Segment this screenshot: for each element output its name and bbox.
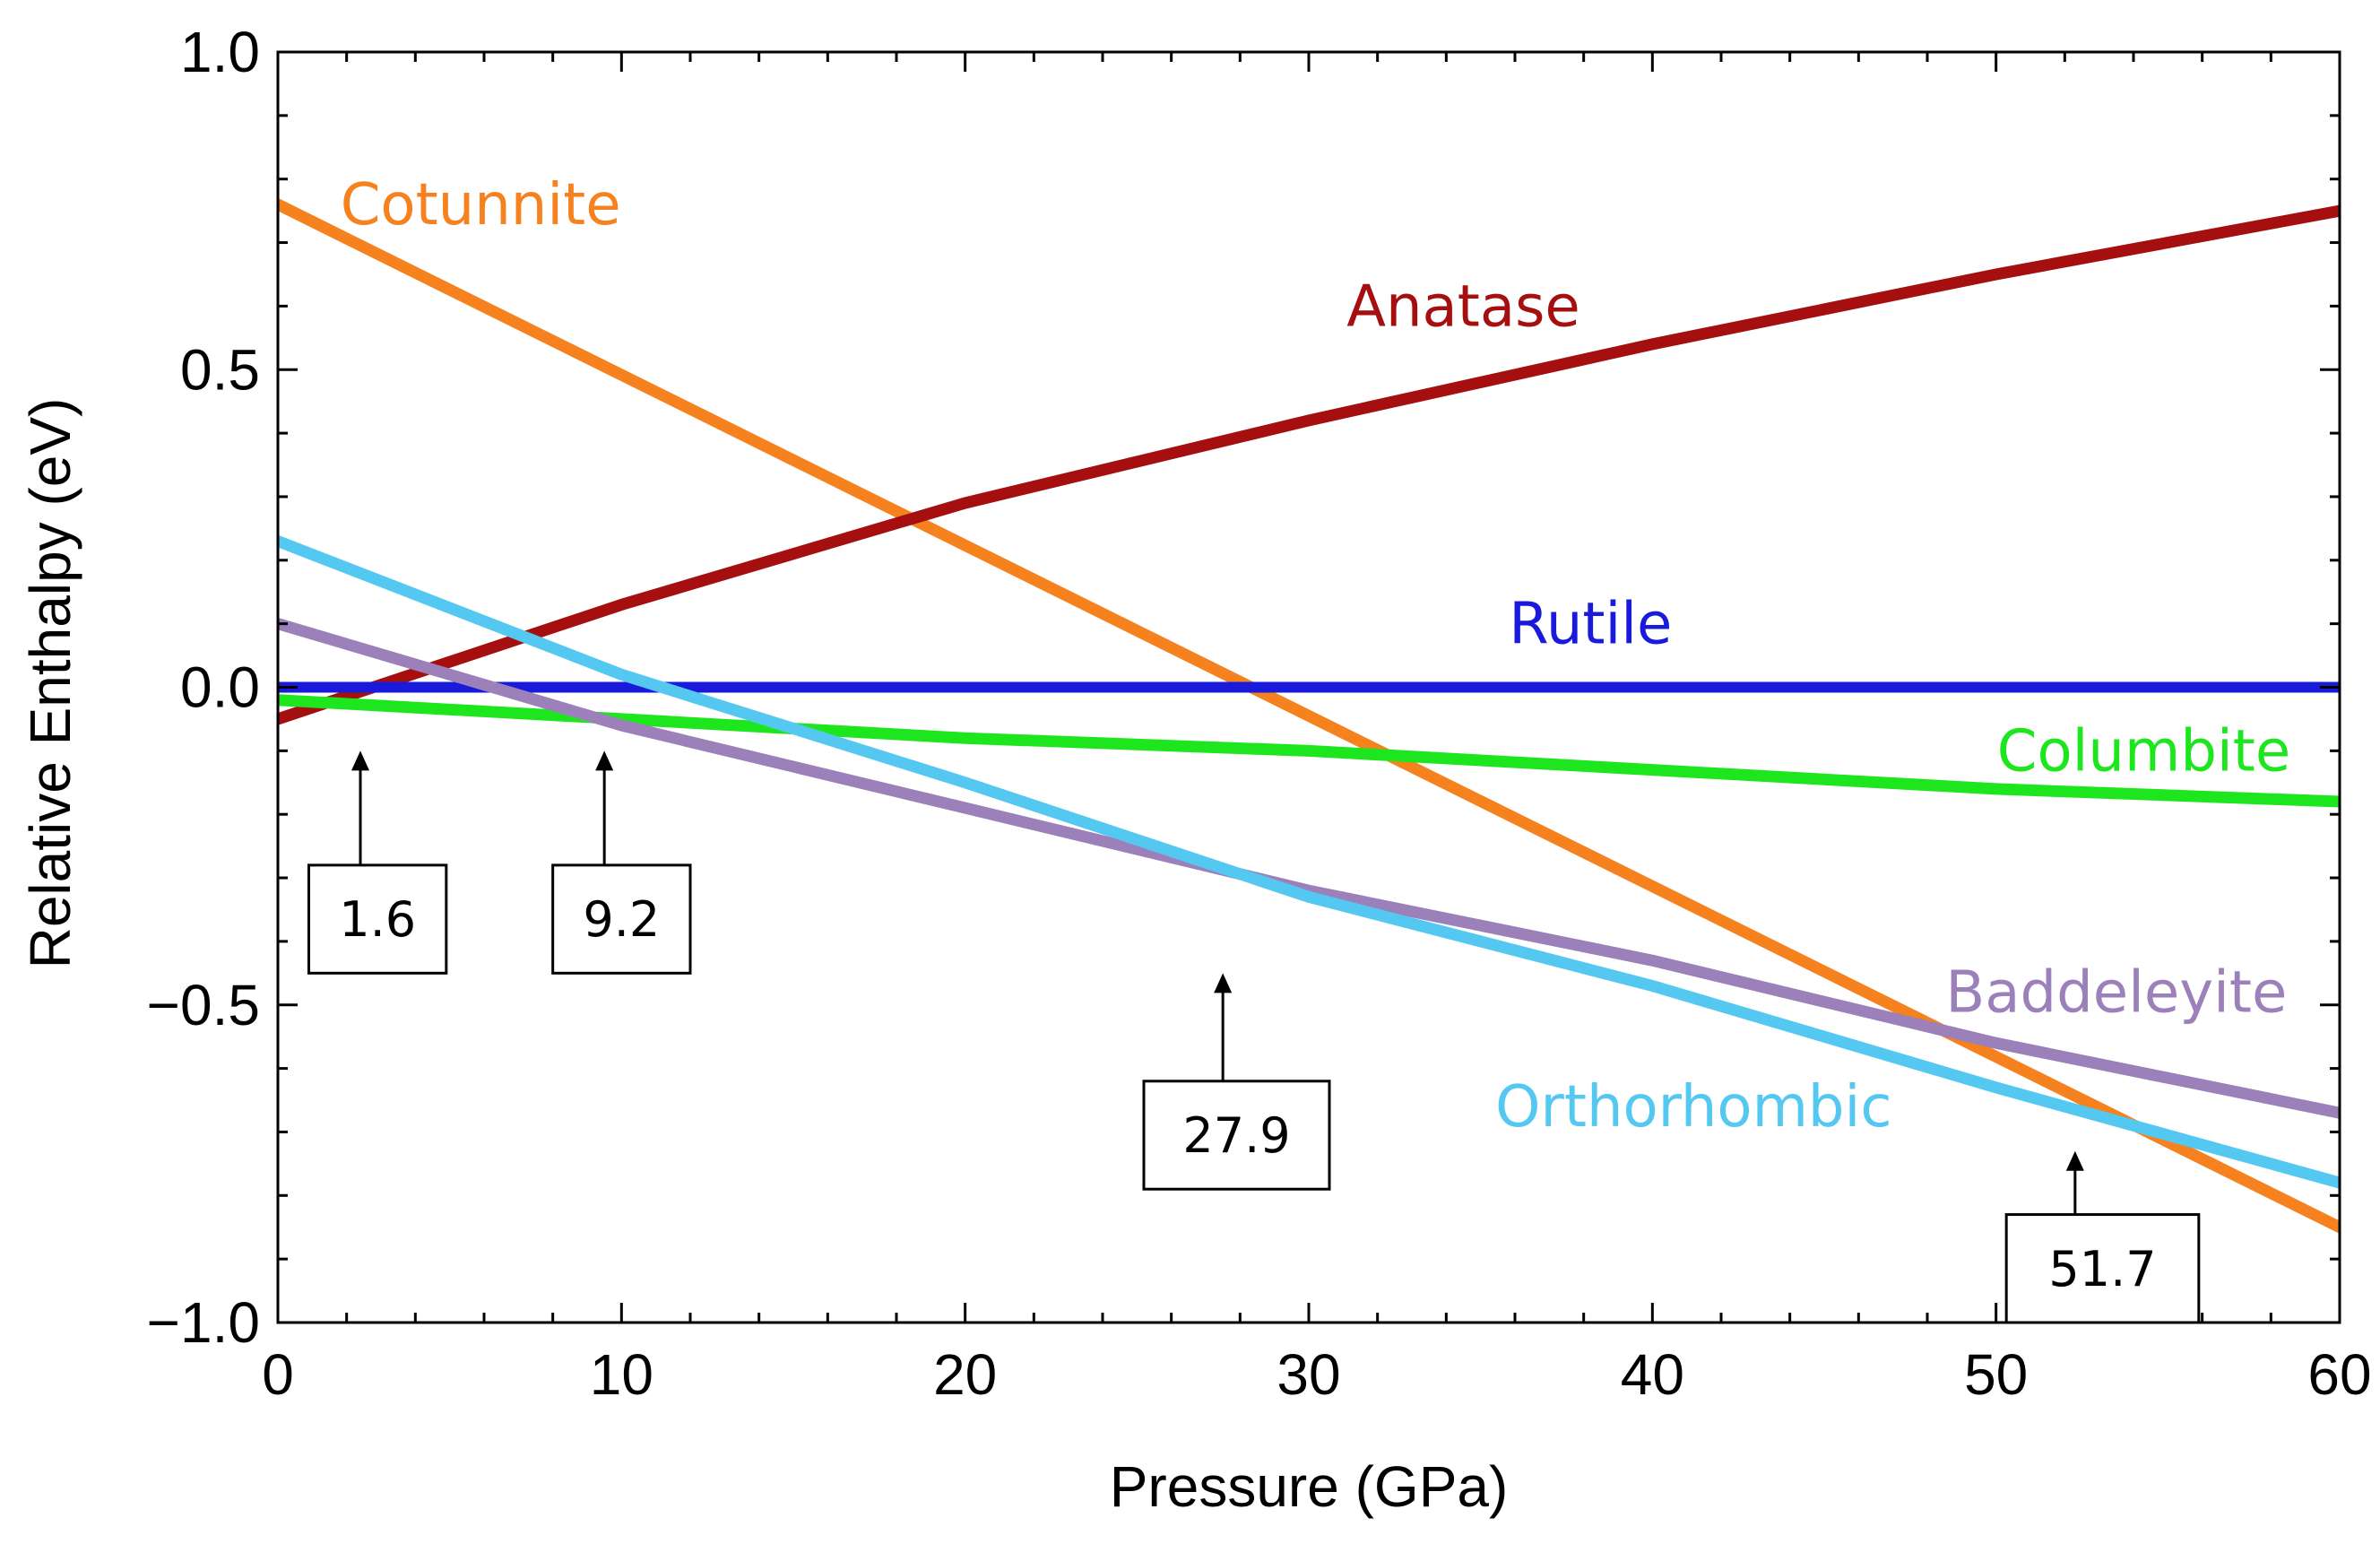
annotation-27-9: 27.9: [1142, 973, 1331, 1191]
x-tick-label: 10: [590, 1342, 653, 1407]
annotation-arrow-head: [1214, 973, 1233, 993]
series-line-cotunnite: [278, 198, 2340, 1234]
x-axis-title: Pressure (GPa): [1110, 1454, 1509, 1519]
annotation-box: [2004, 1213, 2201, 1324]
series-label-baddeleyite: Baddeleyite: [1945, 960, 2287, 1027]
y-axis-title: Relative Enthalpy (eV): [18, 398, 82, 969]
y-tick-label: 0.0: [180, 655, 260, 720]
series-label-columbite: Columbite: [1997, 718, 2290, 785]
series-label-rutile: Rutile: [1509, 592, 1672, 658]
x-tick-label: 40: [1621, 1342, 1684, 1407]
series-label-cotunnite: Cotunnite: [341, 172, 621, 239]
x-tick-label: 50: [1964, 1342, 2028, 1407]
annotation-51-7: 51.7: [2004, 1150, 2201, 1324]
series-line-baddeleyite: [278, 618, 2340, 1119]
annotation-value: 51.7: [2048, 1241, 2156, 1297]
x-tick-label: 0: [262, 1342, 294, 1407]
series-label-orthorhombic: Orthorhombic: [1495, 1074, 1891, 1141]
series-label-anatase: Anatase: [1346, 273, 1580, 340]
y-tick-label: 0.5: [180, 337, 260, 402]
annotation-value: 9.2: [583, 891, 660, 948]
y-tick-label: 1.0: [180, 20, 260, 84]
annotation-box: [1142, 1080, 1331, 1191]
annotation-arrow-head: [351, 750, 369, 771]
annotation-box: [307, 863, 448, 975]
y-tick-label: −0.5: [147, 973, 260, 1037]
y-tick-label: −1.0: [147, 1290, 260, 1355]
annotation-value: 27.9: [1182, 1107, 1290, 1164]
series-line-orthorhombic: [278, 535, 2340, 1189]
annotation-arrow-head: [595, 750, 614, 771]
annotation-value: 1.6: [339, 891, 416, 948]
annotation-arrow-head: [2065, 1150, 2084, 1171]
annotation-box: [551, 863, 692, 975]
series-line-anatase: [278, 204, 2340, 725]
x-tick-label: 60: [2307, 1342, 2371, 1407]
annotation-1-6: 1.6: [307, 750, 448, 975]
annotation-9-2: 9.2: [551, 750, 692, 975]
x-tick-label: 30: [1277, 1342, 1340, 1407]
x-tick-label: 20: [933, 1342, 997, 1407]
series-line-columbite: [278, 694, 2340, 808]
